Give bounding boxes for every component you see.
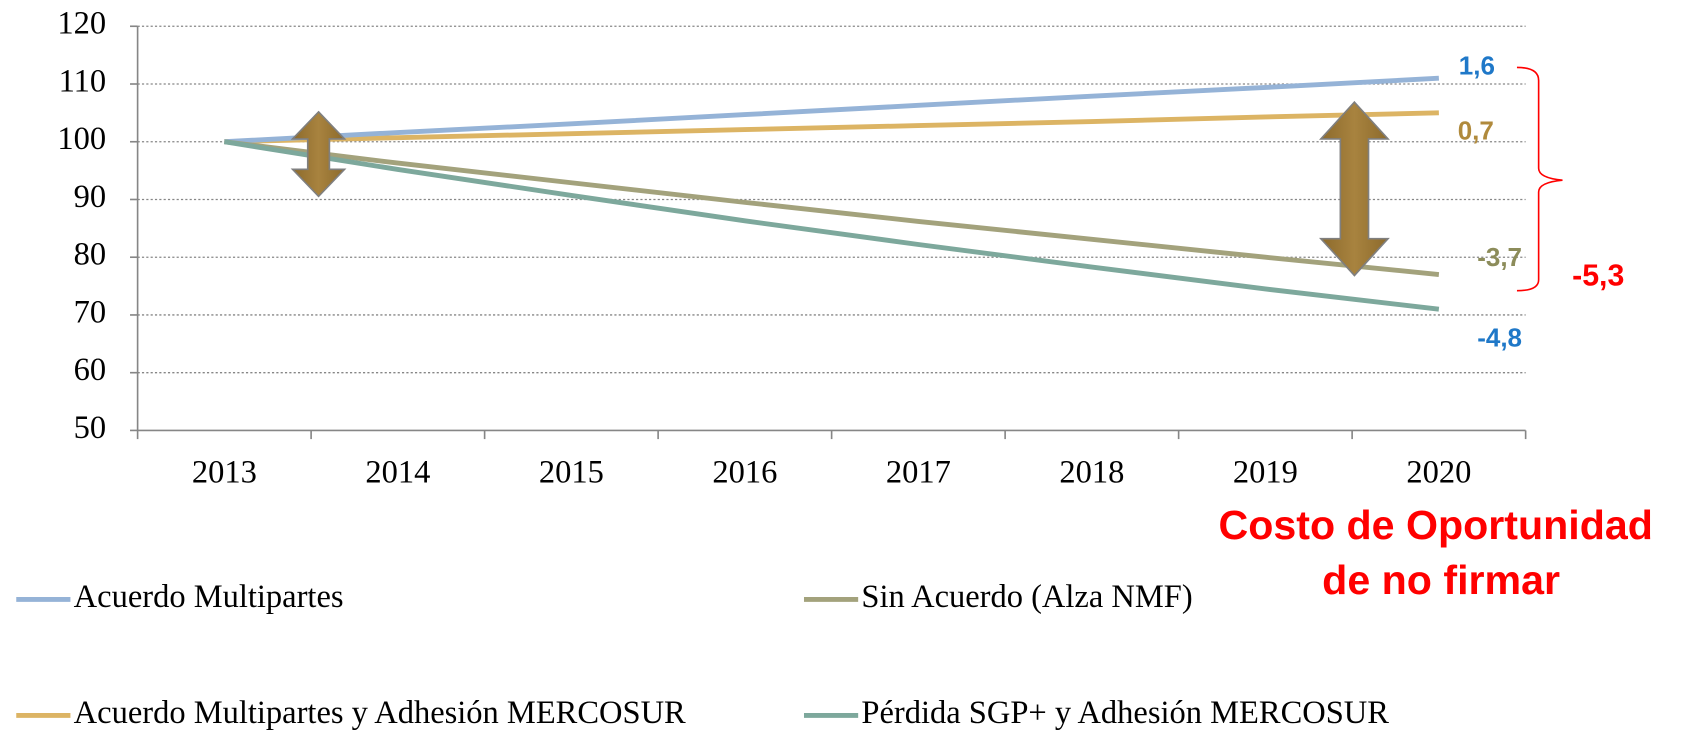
series-line — [224, 139, 1440, 277]
x-tick-label: 2014 — [365, 454, 430, 490]
legend-label: Pérdida SGP+ y Adhesión MERCOSUR — [861, 695, 1389, 731]
y-tick-label: 120 — [57, 6, 106, 42]
x-tick-label: 2018 — [1059, 454, 1124, 490]
y-tick-label: 50 — [74, 410, 107, 446]
x-tick-label: 2013 — [192, 454, 257, 490]
y-tick-label: 110 — [59, 63, 107, 99]
bracket — [1516, 66, 1563, 292]
y-tick-label: 60 — [74, 352, 107, 388]
legend-label: Sin Acuerdo (Alza NMF) — [861, 579, 1192, 615]
series-line — [223, 139, 1440, 312]
annotation: 1,6 — [1459, 50, 1495, 80]
x-tick-label: 2016 — [712, 454, 777, 490]
x-tick-label: 2015 — [539, 454, 604, 490]
plot-area: 50 60 70 80 90 100 110 120 2013 2014 2015 2016 2017 2… — [57, 6, 1527, 490]
annotation: -3,7 — [1477, 242, 1522, 272]
x-tick-label: 2019 — [1233, 454, 1298, 490]
annotation: -4,8 — [1477, 322, 1522, 352]
annotation: de no firmar — [1322, 557, 1560, 603]
annotation: -5,3 — [1572, 260, 1624, 293]
series-line — [224, 110, 1439, 145]
x-tick-label: 2017 — [886, 454, 951, 490]
y-tick-label: 70 — [74, 294, 107, 330]
y-tick-label: 90 — [74, 179, 107, 215]
double-arrow — [1319, 100, 1390, 277]
double-arrow — [290, 110, 347, 198]
annotation: 0,7 — [1458, 115, 1494, 145]
legend-label: Acuerdo Multipartes y Adhesión MERCOSUR — [74, 695, 686, 731]
series-line — [224, 75, 1440, 145]
x-tick-label: 2020 — [1406, 454, 1471, 490]
y-tick-label: 100 — [57, 121, 106, 157]
y-tick-label: 80 — [74, 237, 107, 273]
legend-label: Acuerdo Multipartes — [74, 579, 344, 615]
annotation: Costo de Oportunidad — [1218, 502, 1652, 548]
